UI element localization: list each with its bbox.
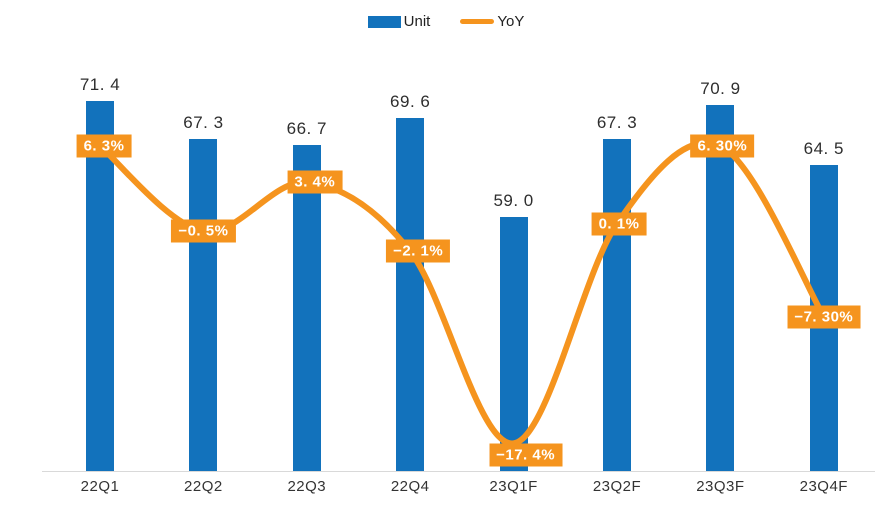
x-axis-label-22Q2: 22Q2 bbox=[184, 478, 223, 495]
unit-bar-22Q2 bbox=[189, 139, 218, 471]
bar-value-label-23Q2F: 67. 3 bbox=[596, 113, 638, 133]
bar-value-label-22Q3: 66. 7 bbox=[286, 118, 327, 138]
x-axis-label-22Q4: 22Q4 bbox=[390, 478, 430, 495]
unit-bar-23Q2F bbox=[603, 139, 631, 471]
yoy-value-label-22Q2: −0. 5% bbox=[171, 219, 236, 243]
bar-value-label-23Q3F: 70. 9 bbox=[700, 79, 741, 99]
unit-bar-23Q3F bbox=[706, 105, 735, 471]
legend-item-yoy: YoY bbox=[460, 13, 524, 30]
legend-label-yoy: YoY bbox=[497, 13, 525, 30]
yoy-value-label-23Q2F: 0. 1% bbox=[591, 212, 647, 236]
bar-value-label-22Q4: 69. 6 bbox=[390, 91, 431, 111]
yoy-value-label-23Q1F: −17. 4% bbox=[489, 443, 563, 467]
x-axis-label-23Q3F: 23Q3F bbox=[696, 478, 745, 495]
legend-item-unit: Unit bbox=[367, 13, 431, 30]
unit-bar-23Q1F bbox=[499, 216, 528, 471]
bar-swatch-icon bbox=[367, 15, 401, 28]
bar-value-label-22Q2: 67. 3 bbox=[183, 113, 224, 133]
x-axis-label-23Q1F: 23Q1F bbox=[489, 478, 538, 495]
bar-value-label-23Q4F: 64. 5 bbox=[803, 139, 844, 159]
line-swatch-icon bbox=[460, 19, 495, 24]
bar-value-label-22Q1: 71. 4 bbox=[79, 74, 121, 94]
unit-bar-22Q4 bbox=[396, 117, 425, 471]
x-axis-label-23Q4F: 23Q4F bbox=[799, 478, 848, 495]
yoy-value-label-22Q1: 6. 3% bbox=[76, 134, 132, 158]
x-axis-line bbox=[42, 471, 875, 472]
legend: Unit YoY bbox=[0, 13, 892, 30]
yoy-value-label-22Q4: −2. 1% bbox=[386, 239, 451, 263]
legend-label-unit: Unit bbox=[403, 13, 431, 30]
x-axis-label-23Q2F: 23Q2F bbox=[592, 478, 642, 495]
yoy-value-label-23Q3F: 6. 30% bbox=[690, 134, 755, 158]
x-axis-label-22Q3: 22Q3 bbox=[287, 478, 327, 495]
yoy-value-label-22Q3: 3. 4% bbox=[287, 170, 343, 194]
x-axis-label-22Q1: 22Q1 bbox=[80, 478, 120, 495]
bar-value-label-23Q1F: 59. 0 bbox=[493, 190, 534, 210]
yoy-value-label-23Q4F: −7. 30% bbox=[787, 305, 861, 329]
